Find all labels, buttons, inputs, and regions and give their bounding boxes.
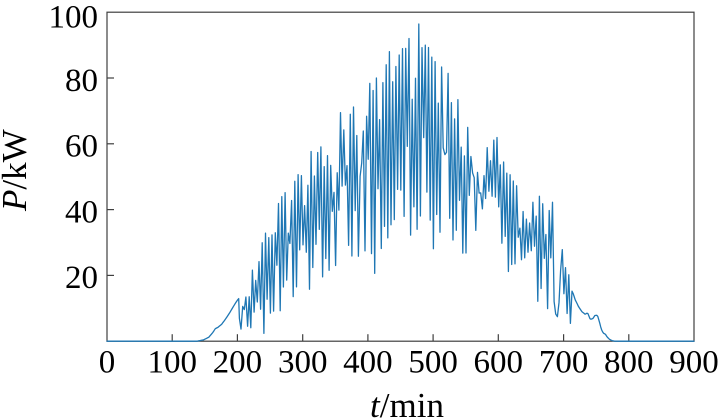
svg-text:500: 500 bbox=[408, 345, 458, 381]
svg-text:300: 300 bbox=[278, 345, 328, 381]
svg-text:200: 200 bbox=[213, 345, 263, 381]
svg-text:900: 900 bbox=[669, 345, 719, 381]
svg-text:40: 40 bbox=[65, 194, 98, 230]
svg-text:80: 80 bbox=[65, 63, 98, 99]
svg-text:0: 0 bbox=[99, 345, 116, 381]
svg-text:600: 600 bbox=[474, 345, 524, 381]
svg-text:20: 20 bbox=[65, 260, 98, 296]
svg-text:400: 400 bbox=[343, 345, 393, 381]
svg-text:100: 100 bbox=[49, 0, 99, 36]
svg-text:800: 800 bbox=[604, 345, 654, 381]
svg-text:P/kW: P/kW bbox=[0, 129, 34, 212]
svg-text:t/min: t/min bbox=[370, 386, 444, 420]
svg-text:60: 60 bbox=[65, 129, 98, 165]
svg-text:100: 100 bbox=[147, 345, 197, 381]
svg-text:700: 700 bbox=[539, 345, 589, 381]
